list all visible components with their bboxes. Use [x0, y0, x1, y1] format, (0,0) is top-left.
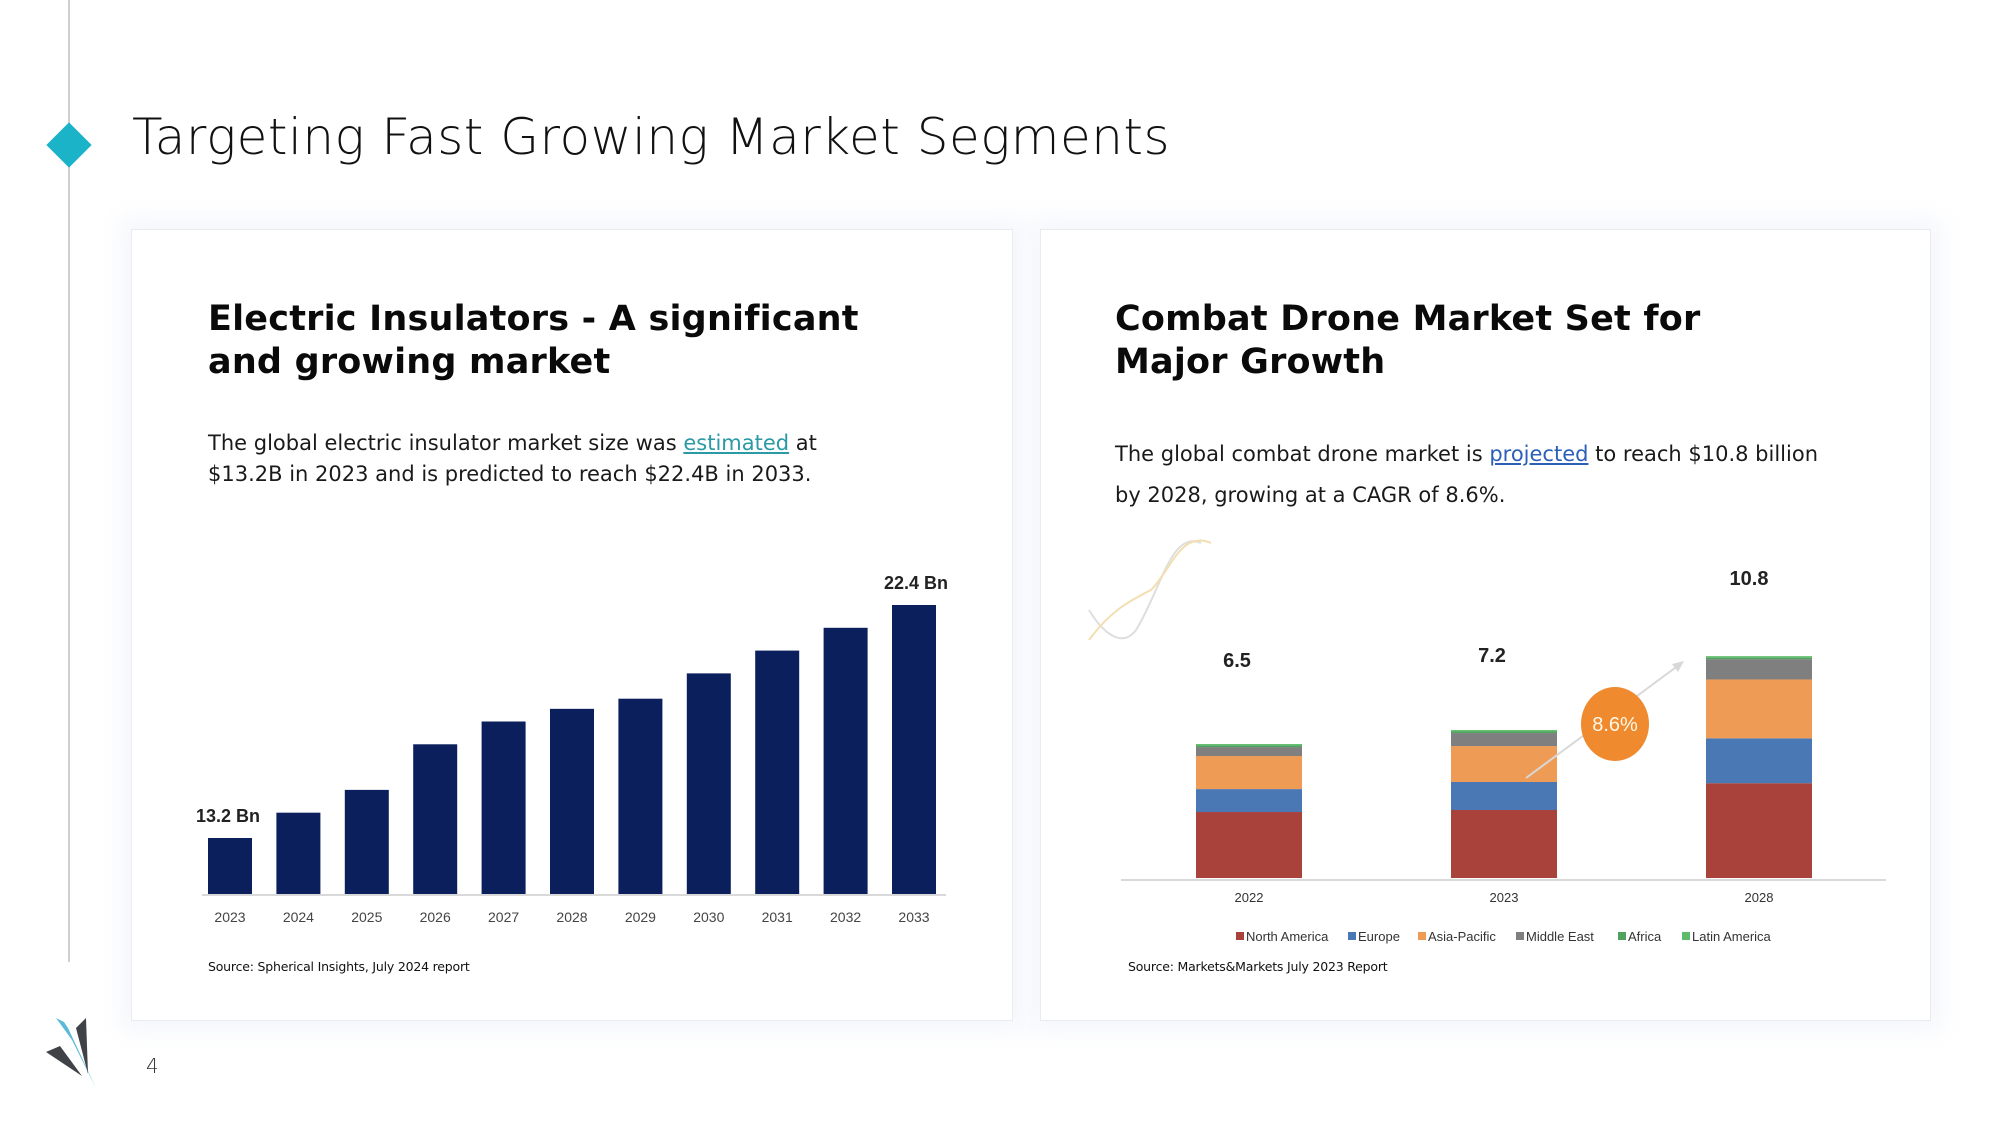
cagr-arrow-head [1672, 661, 1684, 672]
bar-2023 [208, 838, 252, 894]
segment-middle-east-2022 [1196, 747, 1302, 756]
segment-latin-america-2023 [1451, 730, 1557, 732]
body-text: The global combat drone market is [1115, 442, 1490, 466]
legend-label: Africa [1628, 929, 1662, 944]
card-title: Electric Insulators - A significant and … [208, 298, 859, 384]
body-text: The global electric insulator market siz… [208, 431, 684, 455]
x-tick-label: 2033 [898, 909, 929, 925]
x-tick-label: 2029 [625, 909, 656, 925]
electric-insulators-card: Electric Insulators - A significant and … [131, 229, 1013, 1021]
card-title: Combat Drone Market Set for Major Growth [1115, 298, 1700, 384]
projected-link[interactable]: projected [1489, 442, 1589, 466]
logo-icon [46, 1018, 96, 1088]
segment-middle-east-2028 [1706, 659, 1812, 680]
cagr-badge [1581, 687, 1649, 761]
segment-europe-2022 [1196, 789, 1302, 813]
segment-asia-pacific-2022 [1196, 755, 1302, 790]
legend-swatch [1348, 932, 1356, 940]
x-tick-label: 2031 [762, 909, 793, 925]
bar-2027 [481, 721, 526, 894]
insulator-bar-chart: 2023 2024 2025 2026 2027 2028 2029 2030 2031 2032… [196, 573, 948, 925]
x-tick-label: 2030 [693, 909, 724, 925]
total-label: 10.8 [1730, 568, 1769, 590]
x-tick-label: 2032 [830, 909, 861, 925]
bar-2032 [823, 627, 868, 894]
segment-asia-pacific-2028 [1706, 679, 1812, 739]
data-label: 13.2 Bn [196, 806, 260, 826]
segment-middle-east-2023 [1451, 733, 1557, 747]
x-tick-label: 2024 [283, 909, 314, 925]
decorative-curve [1088, 539, 1212, 641]
total-label: 7.2 [1478, 645, 1506, 667]
bar-2026 [413, 744, 458, 894]
source-note: Source: Spherical Insights, July 2024 re… [208, 959, 470, 974]
card-title-line: Electric Insulators - A significant [208, 299, 859, 339]
x-tick-label: 2028 [1745, 890, 1774, 905]
card-title-line: Major Growth [1115, 342, 1386, 382]
segment-europe-2028 [1706, 738, 1812, 784]
diamond-bullet-icon [46, 122, 92, 168]
legend-swatch [1516, 932, 1524, 940]
bar-2030 [686, 673, 731, 894]
legend-label: Middle East [1526, 929, 1594, 944]
source-note: Source: Markets&Markets July 2023 Report [1128, 959, 1388, 974]
segment-north-america-2022 [1196, 812, 1302, 878]
estimated-link[interactable]: estimated [683, 431, 790, 455]
legend-swatch [1618, 932, 1626, 940]
card-body: The global combat drone market is projec… [1115, 434, 1818, 516]
card-title-line: Combat Drone Market Set for [1115, 299, 1701, 339]
card-body: The global electric insulator market siz… [208, 428, 817, 490]
x-tick-label: 2023 [214, 909, 245, 925]
legend-label: North America [1246, 929, 1329, 944]
legend-label: Europe [1358, 929, 1400, 944]
bar-2029 [618, 698, 663, 894]
segment-north-america-2028 [1706, 783, 1812, 878]
segment-north-america-2023 [1451, 809, 1557, 878]
bar-2025 [344, 789, 389, 894]
bar-2031 [755, 650, 800, 894]
company-logo [44, 1018, 104, 1095]
segment-latin-america-2022 [1196, 744, 1302, 746]
cagr-label: 8.6% [1592, 714, 1638, 736]
legend-swatch [1418, 932, 1426, 940]
legend-label: Latin America [1692, 929, 1772, 944]
segment-africa-2028 [1706, 657, 1812, 660]
body-text: at [789, 431, 817, 455]
segment-africa-2022 [1196, 745, 1302, 748]
card-title-line: and growing market [208, 342, 611, 382]
data-label: 22.4 Bn [884, 573, 948, 593]
legend-label: Asia-Pacific [1428, 929, 1496, 944]
body-text: $13.2B in 2023 and is predicted to reach… [208, 462, 812, 486]
page-number: 4 [146, 1054, 159, 1078]
x-tick-label: 2028 [556, 909, 587, 925]
x-tick-label: 2023 [1490, 890, 1519, 905]
segment-africa-2023 [1451, 731, 1557, 734]
x-tick-label: 2025 [351, 909, 382, 925]
body-text: to reach $10.8 billion [1588, 442, 1819, 466]
body-text: by 2028, growing at a CAGR of 8.6%. [1115, 483, 1506, 507]
combat-drone-card: Combat Drone Market Set for Major Growth… [1040, 229, 1931, 1021]
legend-swatch [1682, 932, 1690, 940]
segment-latin-america-2028 [1706, 656, 1812, 658]
total-label: 6.5 [1223, 650, 1251, 672]
x-tick-label: 2027 [488, 909, 519, 925]
segment-europe-2023 [1451, 781, 1557, 810]
bar-2033 [892, 605, 936, 894]
bar-2028 [550, 708, 594, 894]
drone-stacked-chart: 6.5 2022 7.2 2023 10.8 2028 8.6% North America E… [1088, 539, 1886, 944]
segment-asia-pacific-2023 [1451, 746, 1557, 782]
x-tick-label: 2026 [420, 909, 451, 925]
decorative-curve [1088, 540, 1202, 640]
bar-2024 [276, 812, 321, 894]
x-tick-label: 2022 [1235, 890, 1264, 905]
page-title: Targeting Fast Growing Market Segments [132, 108, 1171, 166]
timeline-line [68, 0, 70, 962]
legend-swatch [1236, 932, 1244, 940]
